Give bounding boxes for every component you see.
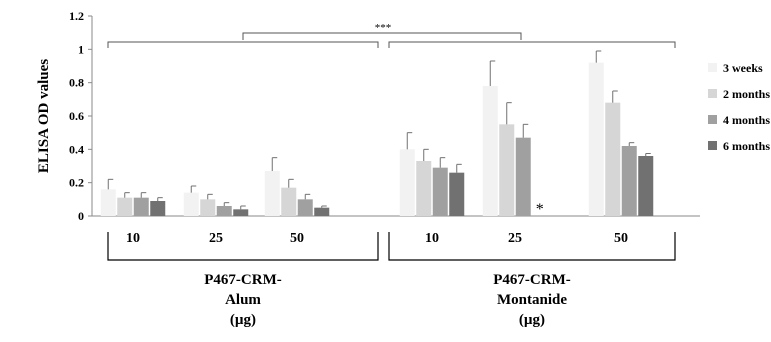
bar [399,149,415,216]
legend-label: 4 months [723,113,770,127]
bar [638,156,654,216]
group-bracket-top-left [107,41,379,48]
category-label: 50 [290,231,304,246]
legend-swatch [708,141,717,150]
labels: * 10 25 50 10 25 50 P467-CRM- Alum (µg) P467-CRM- M… [126,201,628,328]
legend-swatch [708,89,717,98]
bar [200,199,216,216]
legend-swatch [708,115,717,124]
group-bracket-bottom-left [107,232,379,261]
y-tick-label: 0 [78,209,84,223]
bar [621,146,637,216]
bar [314,207,330,216]
y-tick-label: 0.2 [69,176,84,190]
bar [432,167,448,216]
bar [183,192,199,216]
category-label: 10 [425,231,439,246]
legend-swatch [708,63,717,72]
category-label: 25 [508,231,522,246]
bar [482,86,498,216]
bar [499,124,515,216]
bar [515,137,531,216]
legend: 3 weeks 2 months 4 months 6 months [708,61,770,153]
category-label: 10 [126,231,140,246]
group-label-line: Montanide [497,292,567,308]
y-tick-label: 0.8 [69,76,84,90]
group-bracket-bottom-right [388,232,676,261]
category-label: 50 [614,231,628,246]
category-label: 25 [209,231,223,246]
y-tick-label: 0.6 [69,109,84,123]
bar [100,189,116,216]
bar [233,209,249,216]
significance-bracket [242,32,522,40]
group-label-line: (µg) [519,312,545,328]
legend-label: 6 months [723,139,770,153]
y-tick-label: 0.4 [69,142,84,156]
bar [117,197,133,216]
bar [264,171,280,216]
group-label-line: Alum [225,292,261,308]
brackets: *** [107,22,676,261]
significance-label: *** [375,22,392,34]
group-label-line: (µg) [230,312,256,328]
bar [416,161,432,216]
bar [605,102,621,216]
legend-label: 3 weeks [723,61,763,75]
group-label-line: P467-CRM- [204,272,281,288]
bar [588,62,604,216]
y-tick-label: 1.2 [69,9,84,23]
bars [100,50,654,216]
y-tick-label: 1 [78,42,84,56]
bar [133,197,149,216]
missing-data-marker: * [536,201,544,218]
legend-label: 2 months [723,87,770,101]
bar [150,201,166,216]
group-label-line: P467-CRM- [493,272,570,288]
group-bracket-top-right [388,41,676,48]
bar [297,199,313,216]
bar [449,172,465,216]
bar [281,187,297,216]
bar [216,206,232,216]
y-axis-title: ELISA OD values [36,59,52,173]
